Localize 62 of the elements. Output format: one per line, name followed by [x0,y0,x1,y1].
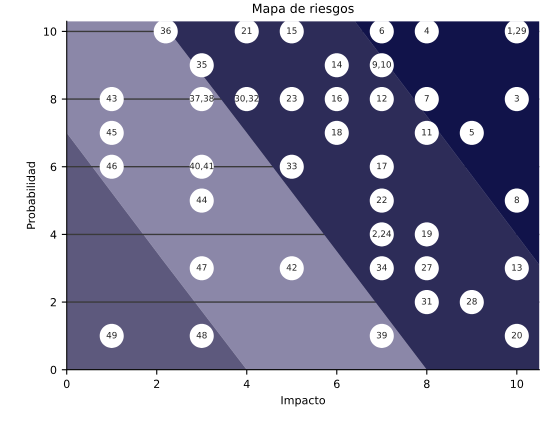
point [414,87,439,112]
x-tick-label: 8 [424,380,430,388]
annotation: 46 [106,162,117,170]
annotation: 13 [512,264,522,271]
annotation: 34 [376,264,387,271]
annotation: 7 [424,95,429,102]
annotation: 33 [286,162,297,170]
point [460,120,484,145]
annotation: 22 [376,196,386,203]
x-tick-label: 0 [64,380,70,388]
annotation: 12 [377,94,386,102]
annotation: 44 [196,196,207,203]
annotation: 48 [196,332,207,338]
annotation: 49 [106,332,117,338]
annotation: 28 [466,298,477,305]
annotation: 1,29 [508,27,526,35]
annotation: 15 [287,27,297,34]
chart-title: Mapa de riesgos [252,3,354,16]
annotation: 21 [242,27,252,34]
x-axis-title: Impacto [281,396,326,407]
annotation: 6 [380,27,384,34]
point [370,21,394,44]
point [504,188,529,213]
annotation: 14 [332,61,342,68]
annotation: 42 [286,264,296,271]
annotation: 9,10 [372,61,391,69]
annotation: 47 [196,264,207,271]
annotation: 18 [332,128,342,136]
y-tick-label: 4 [50,230,56,239]
annotation: 11 [422,128,432,136]
annotation: 4 [424,27,430,34]
point [504,87,529,112]
annotation: 27 [422,264,432,271]
annotation: 31 [422,298,432,305]
y-tick-label: 8 [50,95,56,104]
annotation: 8 [514,196,519,204]
x-tick-label: 6 [334,380,340,388]
annotation: 37,38 [190,94,214,102]
annotation: 45 [106,128,117,136]
annotation: 5 [470,128,474,136]
y-tick-label: 10 [44,27,56,36]
annotation: 35 [196,61,207,68]
annotation: 39 [376,332,387,338]
y-axis-title: Probabilidad [26,162,36,229]
annotation: 2,24 [372,230,392,238]
x-tick-label: 10 [510,380,524,388]
annotation: 16 [332,94,342,102]
annotation: 3 [514,94,519,102]
y-tick-label: 6 [50,162,56,172]
annotation: 20 [512,332,522,338]
annotation: 43 [106,94,117,102]
annotation: 19 [422,230,432,237]
annotation: 23 [286,94,297,102]
y-tick-label: 2 [50,298,56,306]
x-tick-label: 2 [154,380,160,388]
x-tick-label: 4 [244,380,250,388]
annotation: 36 [160,27,171,34]
y-tick-label: 0 [50,366,56,374]
point [414,21,439,44]
annotation: 17 [377,162,387,170]
annotation: 30,32 [234,94,258,102]
annotation: 40,41 [190,162,214,170]
